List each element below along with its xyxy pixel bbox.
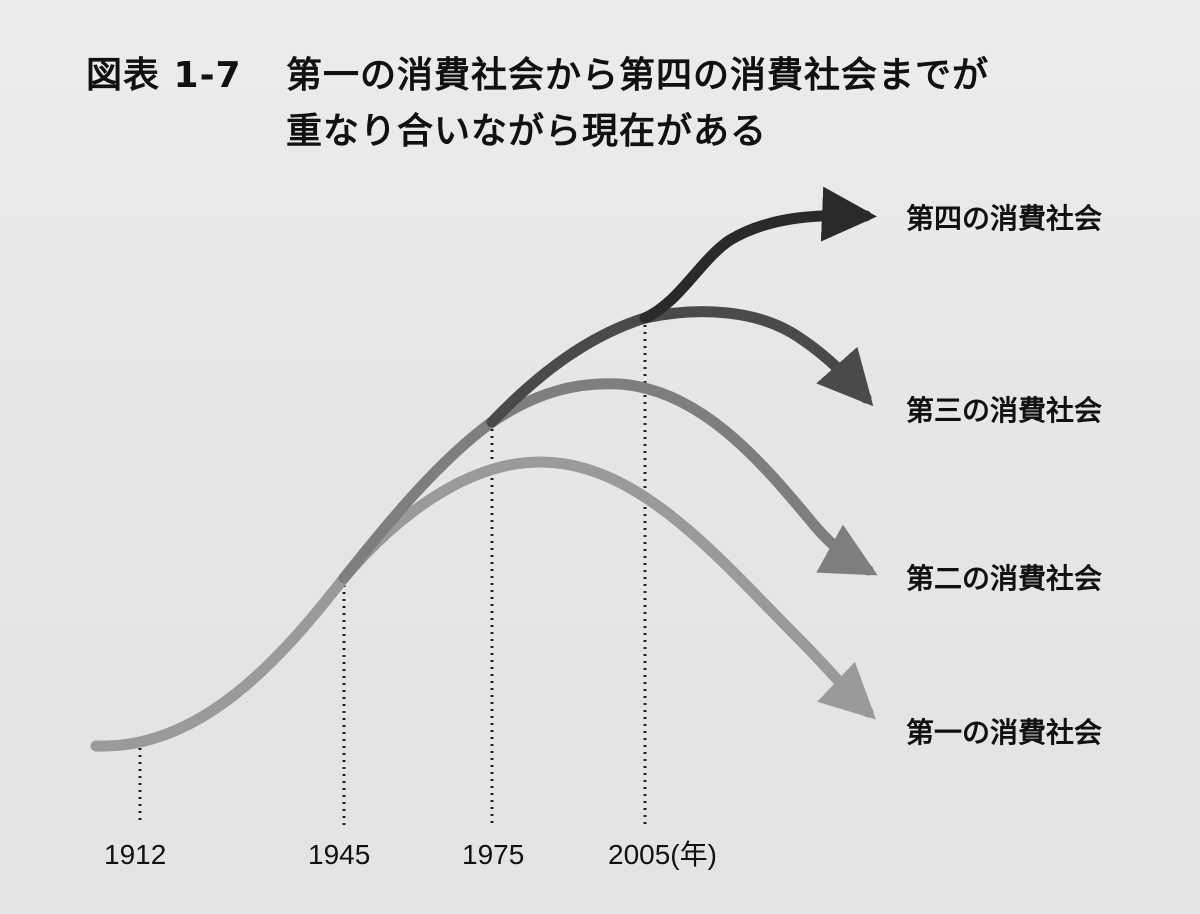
curve-fourth-consumer-society: [639, 186, 877, 324]
curve-second-consumer-society: [338, 378, 878, 584]
label-second-consumer-society: 第二の消費社会: [906, 562, 1102, 595]
figure-title-line2: 重なり合いながら現在がある: [286, 111, 768, 152]
year-label-1912: 1912: [104, 839, 166, 870]
year-label-1945: 1945: [308, 839, 370, 870]
year-label-2005: 2005(年): [608, 839, 717, 870]
label-fourth-consumer-society: 第四の消費社会: [906, 202, 1102, 235]
curve-third-consumer-society: [486, 306, 874, 428]
curve-first-consumer-society: [90, 456, 876, 752]
label-first-consumer-society: 第一の消費社会: [906, 716, 1102, 749]
year-label-1975: 1975: [462, 839, 524, 870]
figure-title-line1: 第一の消費社会から第四の消費社会までが: [286, 55, 990, 96]
label-third-consumer-society: 第三の消費社会: [906, 394, 1102, 427]
figure-label: 図表 1-7: [86, 55, 242, 96]
